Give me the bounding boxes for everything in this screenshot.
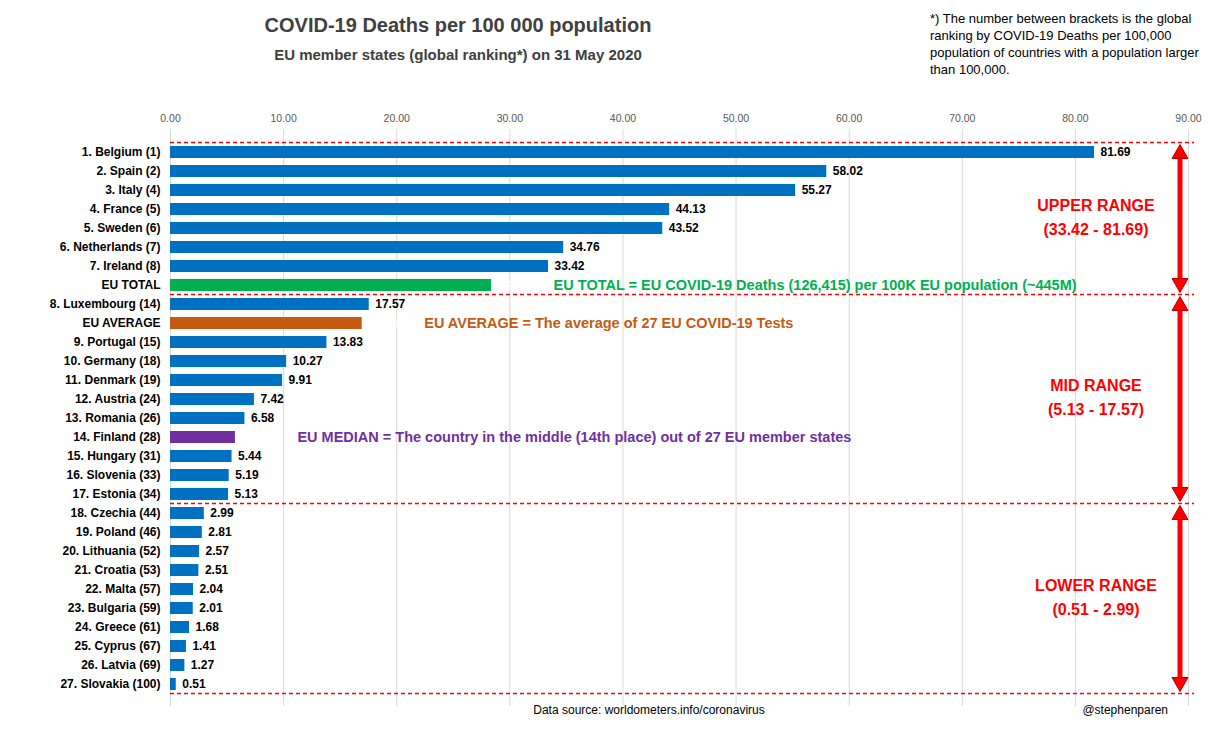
svg-text:27. Slovakia (100): 27. Slovakia (100) (60, 677, 160, 691)
svg-text:1.27: 1.27 (191, 658, 215, 672)
svg-text:55.27: 55.27 (802, 183, 832, 197)
svg-text:5.74: 5.74 (243, 430, 269, 445)
svg-text:0.00: 0.00 (160, 112, 181, 124)
svg-text:0.51: 0.51 (182, 677, 206, 691)
html-text:COVID-19 Deaths per 100 000 po: COVID-19 Deaths per 100 000 population (264, 14, 652, 36)
svg-text:EU AVERAGE: EU AVERAGE (82, 316, 160, 330)
svg-text:2.81: 2.81 (208, 525, 232, 539)
svg-text:80.00: 80.00 (1062, 112, 1088, 124)
svg-text:8. Luxembourg (14): 8. Luxembourg (14) (50, 297, 161, 311)
svg-text:58.02: 58.02 (833, 164, 863, 178)
svg-text:10.27: 10.27 (293, 354, 323, 368)
svg-text:15. Hungary (31): 15. Hungary (31) (67, 449, 160, 463)
svg-text:20.00: 20.00 (384, 112, 410, 124)
svg-text:21. Croatia (53): 21. Croatia (53) (74, 563, 160, 577)
svg-text:MID RANGE: MID RANGE (1050, 377, 1142, 394)
svg-text:10. Germany (18): 10. Germany (18) (64, 354, 161, 368)
svg-text:@stephenparen: @stephenparen (1082, 703, 1168, 717)
svg-text:50.00: 50.00 (723, 112, 749, 124)
svg-text:2.04: 2.04 (200, 582, 224, 596)
svg-text:6.58: 6.58 (251, 411, 275, 425)
svg-text:2.01: 2.01 (199, 601, 223, 615)
svg-text:13.83: 13.83 (333, 335, 363, 349)
svg-text:(33.42 - 81.69): (33.42 - 81.69) (1044, 221, 1149, 238)
svg-text:1.41: 1.41 (192, 639, 216, 653)
svg-text:17.57: 17.57 (375, 297, 405, 311)
svg-text:70.00: 70.00 (949, 112, 975, 124)
svg-text:20. Lithuania (52): 20. Lithuania (52) (62, 544, 160, 558)
svg-text:23. Bulgaria (59): 23. Bulgaria (59) (68, 601, 161, 615)
html-text:EU member states (global ranki: EU member states (global ranking*) on 31… (274, 46, 642, 63)
svg-text:44.13: 44.13 (676, 202, 706, 216)
svg-text:9.91: 9.91 (289, 373, 313, 387)
svg-text:Data source: worldometers.info: Data source: worldometers.info/coronavir… (533, 703, 764, 717)
svg-text:UPPER RANGE: UPPER RANGE (1037, 197, 1155, 214)
svg-text:40.00: 40.00 (610, 112, 636, 124)
svg-text:13. Romania (26): 13. Romania (26) (65, 411, 160, 425)
svg-text:1. Belgium (1): 1. Belgium (1) (82, 145, 161, 159)
svg-text:2.99: 2.99 (210, 506, 234, 520)
svg-text:90.00: 90.00 (1175, 112, 1201, 124)
svg-text:24. Greece (61): 24. Greece (61) (75, 620, 160, 634)
svg-text:14. Finland (28): 14. Finland (28) (73, 430, 160, 444)
svg-text:9. Portugal (15): 9. Portugal (15) (74, 335, 161, 349)
svg-text:5.44: 5.44 (238, 449, 262, 463)
svg-text:17. Estonia (34): 17. Estonia (34) (72, 487, 160, 501)
svg-text:43.52: 43.52 (669, 221, 699, 235)
svg-text:34.76: 34.76 (570, 240, 600, 254)
svg-text:EU TOTAL: EU TOTAL (102, 278, 161, 292)
svg-text:30.00: 30.00 (497, 112, 523, 124)
svg-text:18. Czechia (44): 18. Czechia (44) (70, 506, 160, 520)
svg-text:LOWER RANGE: LOWER RANGE (1035, 577, 1157, 594)
html-text:*) The number between brackets: *) The number between brackets is the gl… (930, 11, 1199, 77)
svg-text:16.95: 16.95 (370, 316, 403, 331)
svg-text:7.42: 7.42 (260, 392, 284, 406)
svg-text:5.13: 5.13 (235, 487, 259, 501)
svg-text:7. Ireland (8): 7. Ireland (8) (90, 259, 161, 273)
svg-text:EU MEDIAN = The country in the: EU MEDIAN = The country in the middle (1… (297, 429, 851, 445)
svg-text:5. Sweden (6): 5. Sweden (6) (84, 221, 161, 235)
svg-text:28.39: 28.39 (500, 278, 533, 293)
svg-text:26. Latvia (69): 26. Latvia (69) (81, 658, 160, 672)
svg-text:2.51: 2.51 (205, 563, 229, 577)
svg-text:1.68: 1.68 (196, 620, 220, 634)
svg-text:2.57: 2.57 (206, 544, 230, 558)
svg-text:12. Austria (24): 12. Austria (24) (75, 392, 161, 406)
svg-text:4. France (5): 4. France (5) (90, 202, 161, 216)
svg-text:25. Cyprus (67): 25. Cyprus (67) (74, 639, 160, 653)
svg-text:(0.51 - 2.99): (0.51 - 2.99) (1052, 601, 1139, 618)
svg-text:22. Malta (57): 22. Malta (57) (85, 582, 160, 596)
svg-text:2. Spain (2): 2. Spain (2) (96, 164, 160, 178)
svg-text:11. Denmark (19): 11. Denmark (19) (65, 373, 160, 387)
svg-text:19. Poland (46): 19. Poland (46) (76, 525, 161, 539)
svg-text:81.69: 81.69 (1101, 145, 1131, 159)
svg-text:(5.13 - 17.57): (5.13 - 17.57) (1048, 401, 1144, 418)
svg-text:10.00: 10.00 (270, 112, 296, 124)
svg-text:16. Slovenia (33): 16. Slovenia (33) (66, 468, 160, 482)
svg-text:60.00: 60.00 (836, 112, 862, 124)
svg-text:33.42: 33.42 (555, 259, 585, 273)
svg-text:6. Netherlands (7): 6. Netherlands (7) (60, 240, 161, 254)
svg-text:EU AVERAGE = The average of 27: EU AVERAGE = The average of 27 EU COVID-… (424, 315, 793, 331)
svg-text:3. Italy (4): 3. Italy (4) (105, 183, 160, 197)
svg-text:5.19: 5.19 (235, 468, 259, 482)
svg-text:EU TOTAL = EU COVID-19 Deaths: EU TOTAL = EU COVID-19 Deaths (126,415) … (554, 277, 1077, 293)
